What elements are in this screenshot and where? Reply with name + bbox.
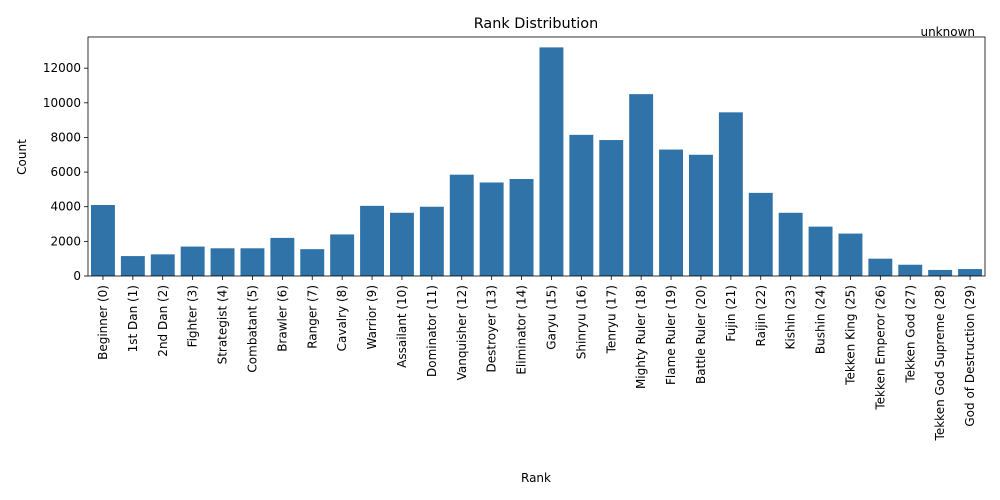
bar-28 [928, 269, 953, 276]
x-tick-label-6: Brawler (6) [275, 285, 289, 352]
x-tick-label-2: 2nd Dan (2) [156, 285, 170, 357]
bar-18 [629, 94, 654, 277]
unknown-annotation: unknown [920, 25, 975, 39]
bar-13 [479, 182, 504, 276]
x-tick-label-23: Kishin (23) [784, 285, 798, 349]
bar-29 [958, 269, 983, 276]
bar-8 [330, 234, 355, 276]
bar-19 [659, 149, 684, 276]
bar-10 [389, 212, 414, 276]
x-tick-label-5: Combatant (5) [245, 285, 259, 373]
x-tick-label-3: Fighter (3) [186, 285, 200, 347]
y-ticks-layer: 0 2000 4000 6000 8000 10000 12000 [43, 61, 88, 283]
bar-9 [360, 205, 385, 276]
x-tick-label-24: Bushin (24) [814, 285, 828, 354]
y-axis-title: Count [15, 139, 29, 175]
x-tick-label-19: Flame Ruler (19) [664, 285, 678, 385]
x-tick-label-8: Cavalry (8) [335, 285, 349, 351]
bar-2 [150, 254, 175, 276]
axes-layer [87, 36, 986, 277]
bar-23 [778, 212, 803, 276]
y-tick-label-6: 12000 [43, 61, 81, 75]
x-tick-label-12: Vanquisher (12) [455, 285, 469, 380]
bar-0 [90, 204, 115, 276]
x-tick-label-25: Tekken King (25) [843, 285, 857, 386]
bar-12 [449, 174, 474, 276]
x-tick-label-20: Battle Ruler (20) [694, 285, 708, 384]
bar-21 [718, 112, 743, 276]
x-tick-label-14: Eliminator (14) [515, 285, 529, 375]
bars-layer [90, 47, 983, 277]
x-tick-label-28: Tekken God Supreme (28) [933, 285, 947, 441]
x-tick-label-4: Strategist (4) [216, 285, 230, 364]
bar-24 [808, 226, 833, 276]
bar-11 [419, 206, 444, 276]
x-tick-label-10: Assailant (10) [395, 285, 409, 368]
bar-1 [120, 256, 145, 276]
bar-7 [300, 249, 325, 276]
x-tick-label-1: 1st Dan (1) [126, 285, 140, 352]
bar-14 [509, 179, 534, 276]
bar-15 [539, 47, 564, 276]
chart-title: Rank Distribution [474, 16, 599, 32]
x-tick-label-16: Shinryu (16) [574, 285, 588, 359]
bar-22 [748, 192, 773, 276]
x-tick-label-11: Dominator (11) [425, 285, 439, 377]
x-tick-label-26: Tekken Emperor (26) [873, 285, 887, 411]
x-tick-label-18: Mighty Ruler (18) [634, 285, 648, 389]
y-tick-label-3: 6000 [50, 165, 81, 179]
y-tick-label-2: 4000 [50, 200, 81, 214]
x-tick-label-13: Destroyer (13) [485, 285, 499, 372]
bar-17 [599, 140, 624, 276]
bar-5 [240, 248, 265, 276]
x-tick-label-21: Fujin (21) [724, 285, 738, 342]
x-tick-label-22: Raijin (22) [754, 285, 768, 346]
x-tick-label-27: Tekken God (27) [903, 285, 917, 384]
x-tick-label-29: God of Destruction (29) [963, 285, 977, 427]
x-axis-title: Rank [521, 471, 551, 485]
bar-3 [180, 246, 205, 276]
x-tick-label-9: Warrior (9) [365, 285, 379, 350]
bar-16 [569, 134, 594, 276]
x-tick-label-7: Ranger (7) [305, 285, 319, 349]
x-ticks-layer: Beginner (0) 1st Dan (1) 2nd Dan (2) Fighte… [96, 276, 977, 441]
y-tick-label-4: 8000 [50, 130, 81, 144]
x-tick-label-0: Beginner (0) [96, 285, 110, 360]
y-tick-label-1: 2000 [50, 234, 81, 248]
plot-frame [87, 36, 986, 277]
bar-4 [210, 248, 235, 276]
bar-20 [688, 154, 713, 276]
y-tick-label-5: 10000 [43, 96, 81, 110]
x-tick-label-17: Tenryu (17) [604, 285, 618, 354]
bar-26 [868, 258, 893, 276]
bar-25 [838, 233, 863, 276]
bar-6 [270, 237, 295, 276]
bar-27 [898, 264, 923, 276]
x-tick-label-15: Garyu (15) [544, 285, 558, 350]
y-tick-label-0: 0 [73, 269, 81, 283]
